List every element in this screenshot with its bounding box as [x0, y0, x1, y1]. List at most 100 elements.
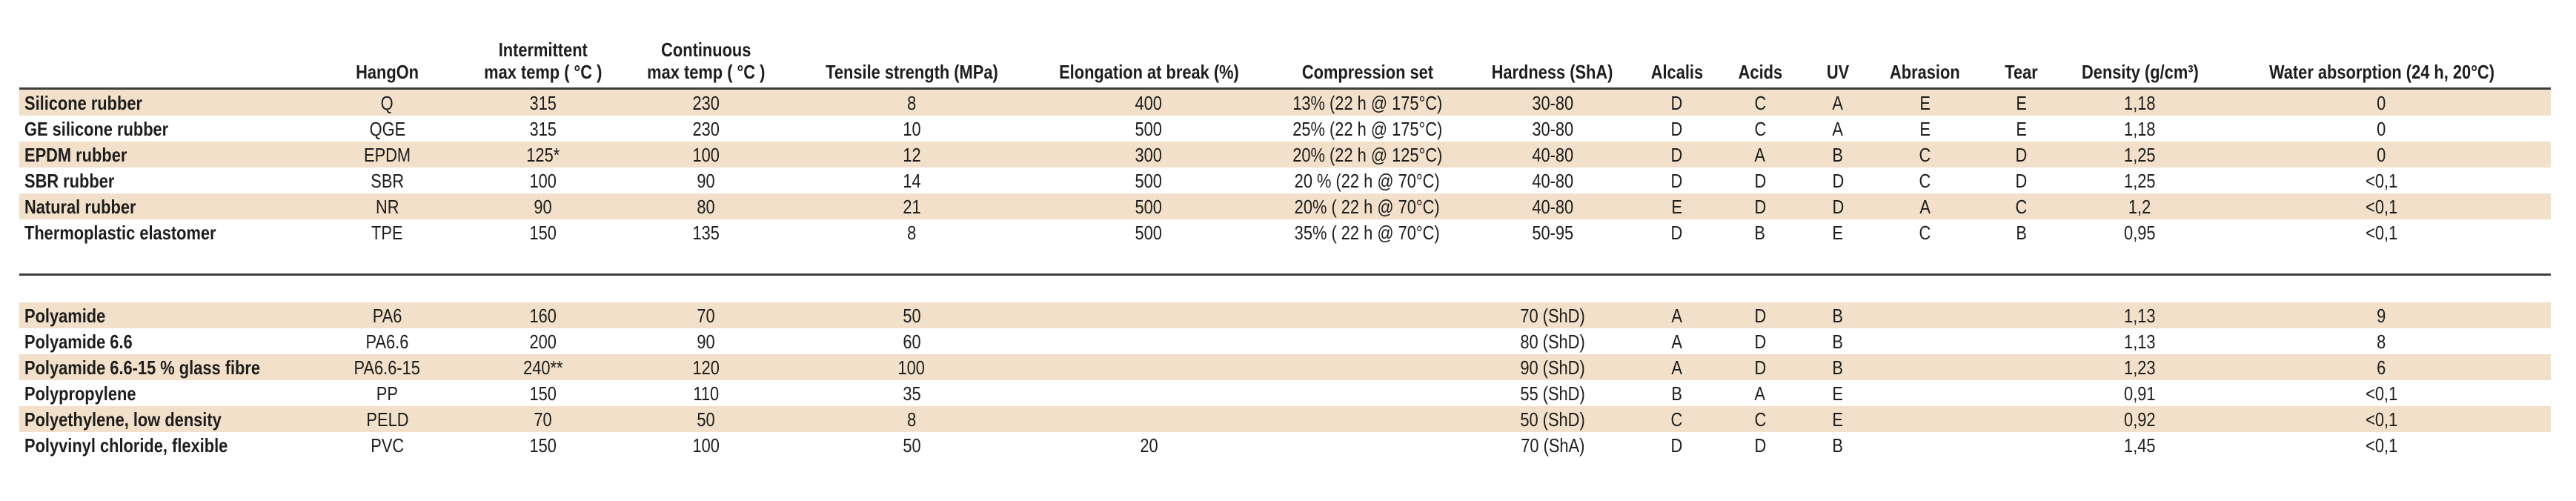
cell-material: Thermoplastic elastomer — [19, 219, 311, 245]
table-row-rubbers-5: Thermoplastic elastomer TPE 150 135 8 500 35% … — [19, 219, 2551, 245]
cell-continuous-max-temp: 100 — [623, 432, 789, 458]
cell-value-compression-set: 13% (22 h @ 175°C) — [1292, 91, 1443, 114]
cell-value-continuous-max-temp: 80 — [697, 195, 715, 218]
cell-value-intermittent-max-temp: 200 — [529, 330, 557, 353]
cell-tensile-strength: 8 — [789, 406, 1034, 432]
cell-intermittent-max-temp: 315 — [463, 116, 623, 142]
cell-value-compression-set: 35% ( 22 h @ 70°C) — [1294, 221, 1441, 244]
cell-value-elongation-at-break: 500 — [1135, 221, 1163, 244]
cell-intermittent-max-temp: 100 — [463, 167, 623, 193]
header-cell-acids: Acids — [1719, 0, 1801, 88]
cell-value-elongation-at-break: 500 — [1135, 195, 1163, 218]
cell-tensile-strength: 8 — [789, 90, 1034, 116]
cell-elongation-at-break: 500 — [1034, 167, 1264, 193]
cell-value-material: Polypropylene — [24, 382, 136, 405]
cell-value-tear: D — [2015, 143, 2028, 166]
cell-acids: D — [1719, 167, 1801, 193]
cell-value-hardness: 30-80 — [1532, 117, 1573, 140]
cell-value-tensile-strength: 12 — [902, 143, 921, 166]
cell-intermittent-max-temp: 200 — [463, 328, 623, 354]
cell-hangon: PVC — [311, 432, 463, 458]
cell-value-density: 1,45 — [2124, 434, 2156, 457]
cell-tensile-strength: 21 — [789, 193, 1034, 219]
cell-tensile-strength: 100 — [789, 354, 1034, 380]
header-cell-alcalis: Alcalis — [1634, 0, 1719, 88]
cell-value-intermittent-max-temp: 100 — [529, 169, 557, 192]
header-cell-compression-set: Compression set — [1264, 0, 1471, 88]
cell-continuous-max-temp: 230 — [623, 116, 789, 142]
cell-tear — [1975, 328, 2068, 354]
cell-acids: D — [1719, 193, 1801, 219]
cell-value-alcalis: D — [1670, 434, 1683, 457]
cell-water-absorption: 0 — [2212, 142, 2551, 167]
cell-value-tear: B — [2016, 221, 2027, 244]
cell-value-continuous-max-temp: 135 — [692, 221, 720, 244]
cell-continuous-max-temp: 120 — [623, 354, 789, 380]
cell-value-intermittent-max-temp: 315 — [529, 117, 557, 140]
cell-value-density: 0,95 — [2124, 221, 2156, 244]
cell-value-alcalis: D — [1670, 221, 1683, 244]
cell-value-tensile-strength: 14 — [902, 169, 921, 192]
cell-value-compression-set: 20 % (22 h @ 70°C) — [1294, 169, 1441, 192]
cell-hangon: PA6.6 — [311, 328, 463, 354]
cell-continuous-max-temp: 50 — [623, 406, 789, 432]
cell-value-alcalis: A — [1671, 356, 1682, 379]
cell-value-hangon: PVC — [371, 434, 404, 457]
table-row-rubbers-4: Natural rubber NR 90 80 21 500 20% ( 22 h @ 70… — [19, 193, 2551, 219]
cell-value-hangon: EPDM — [363, 143, 411, 166]
header-cell-tensile-strength: Tensile strength (MPa) — [789, 0, 1034, 88]
cell-value-tensile-strength: 10 — [902, 117, 921, 140]
cell-abrasion — [1875, 380, 1975, 406]
cell-water-absorption: 6 — [2212, 354, 2551, 380]
header-cell-elongation-at-break: Elongation at break (%) — [1034, 0, 1264, 88]
cell-water-absorption: <0,1 — [2212, 167, 2551, 193]
cell-uv: A — [1801, 90, 1875, 116]
cell-tensile-strength: 14 — [789, 167, 1034, 193]
cell-value-elongation-at-break: 20 — [1139, 434, 1158, 457]
cell-value-material: GE silicone rubber — [24, 117, 169, 140]
cell-material: EPDM rubber — [19, 142, 311, 167]
cell-value-tensile-strength: 100 — [897, 356, 926, 379]
cell-value-water-absorption: <0,1 — [2365, 434, 2398, 457]
cell-intermittent-max-temp: 90 — [463, 193, 623, 219]
cell-hangon: TPE — [311, 219, 463, 245]
header-cell-abrasion: Abrasion — [1875, 0, 1975, 88]
cell-uv: B — [1801, 302, 1875, 328]
cell-elongation-at-break: 400 — [1034, 90, 1264, 116]
cell-elongation-at-break: 300 — [1034, 142, 1264, 167]
cell-value-continuous-max-temp: 90 — [697, 330, 715, 353]
cell-value-hangon: PA6 — [372, 304, 402, 327]
cell-hangon: NR — [311, 193, 463, 219]
cell-value-acids: C — [1754, 408, 1766, 431]
cell-density: 1,2 — [2068, 193, 2212, 219]
cell-value-alcalis: D — [1670, 169, 1683, 192]
cell-abrasion: E — [1875, 116, 1975, 142]
cell-value-hardness: 80 (ShD) — [1520, 330, 1585, 353]
cell-water-absorption: <0,1 — [2212, 219, 2551, 245]
cell-hangon: SBR — [311, 167, 463, 193]
cell-value-acids: C — [1754, 117, 1766, 140]
cell-value-water-absorption: 0 — [2377, 91, 2386, 114]
cell-value-alcalis: E — [1671, 195, 1682, 218]
cell-tensile-strength: 12 — [789, 142, 1034, 167]
cell-elongation-at-break — [1034, 354, 1264, 380]
cell-value-uv: E — [1832, 408, 1844, 431]
cell-value-water-absorption: 0 — [2377, 143, 2386, 166]
cell-value-elongation-at-break: 400 — [1135, 91, 1163, 114]
header-label-alcalis: Alcalis — [1650, 61, 1703, 83]
cell-value-compression-set: 20% (22 h @ 125°C) — [1292, 143, 1443, 166]
cell-compression-set — [1264, 354, 1471, 380]
cell-abrasion — [1875, 432, 1975, 458]
cell-alcalis: E — [1634, 193, 1719, 219]
cell-value-hangon: QGE — [369, 117, 405, 140]
cell-value-density: 1,23 — [2124, 356, 2156, 379]
cell-water-absorption: 8 — [2212, 328, 2551, 354]
cell-material: Silicone rubber — [19, 90, 311, 116]
header-rule — [19, 87, 2551, 90]
cell-value-continuous-max-temp: 90 — [697, 169, 715, 192]
cell-compression-set: 20 % (22 h @ 70°C) — [1264, 167, 1471, 193]
cell-value-material: Thermoplastic elastomer — [24, 221, 216, 244]
cell-value-material: Polyamide 6.6 — [24, 330, 133, 353]
cell-value-intermittent-max-temp: 240** — [522, 356, 563, 379]
cell-value-acids: D — [1754, 169, 1766, 192]
